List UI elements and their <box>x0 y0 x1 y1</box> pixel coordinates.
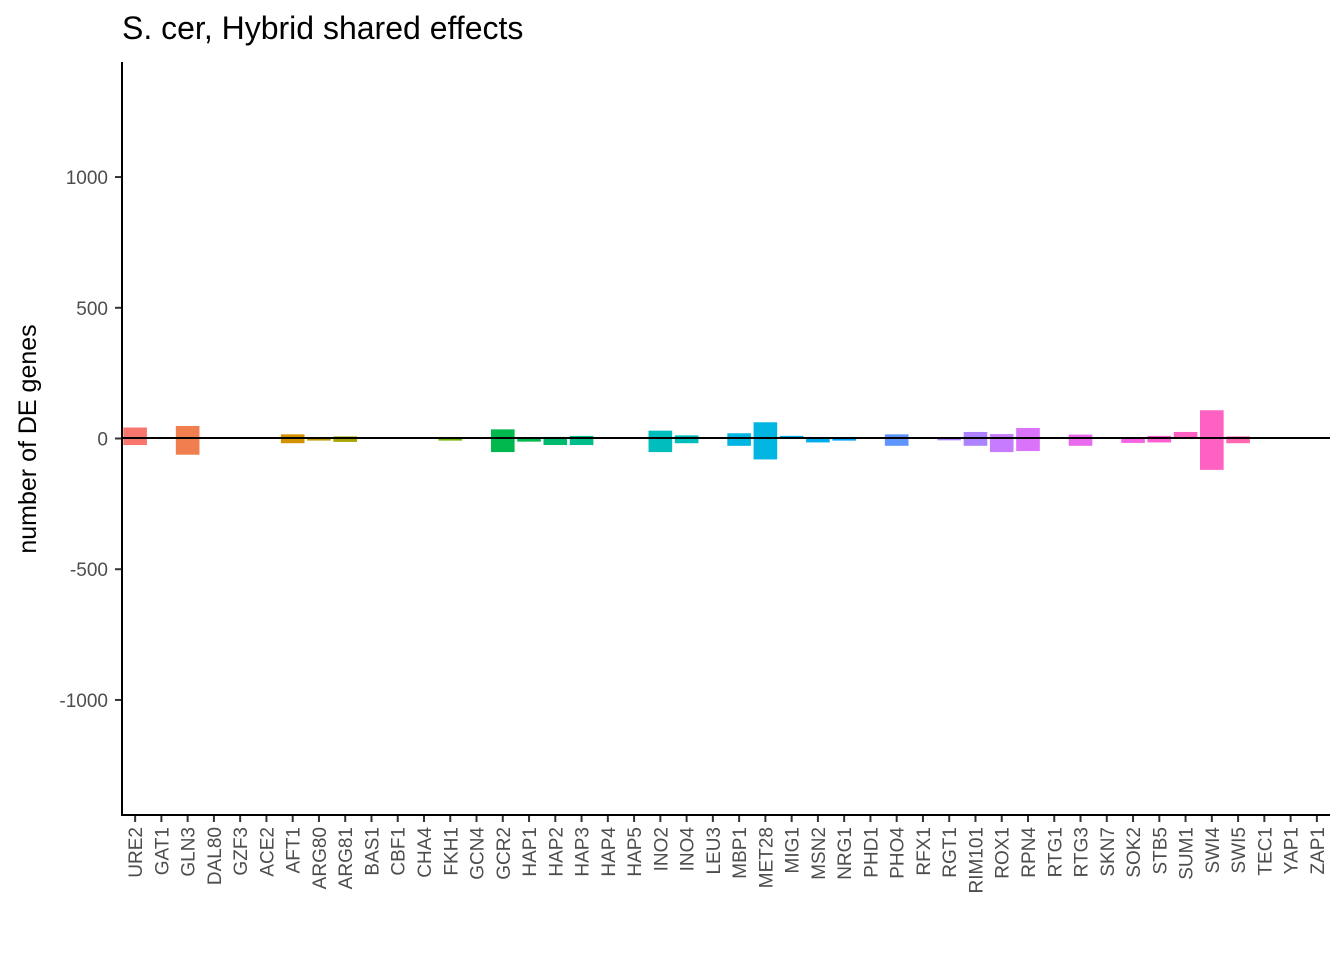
x-tick-label-stb5: STB5 <box>1150 827 1171 875</box>
bar-mbp1-up <box>727 433 751 439</box>
bar-gln3-up <box>175 425 200 439</box>
bar-rim101-down <box>963 438 988 446</box>
bar-arg80-down <box>307 438 331 441</box>
x-tick-label-nrg1: NRG1 <box>835 827 856 880</box>
bar-gcr2-down <box>490 438 515 453</box>
x-tick-label-gzf3: GZF3 <box>231 827 252 876</box>
x-tick-label-gcr2: GCR2 <box>494 827 515 880</box>
x-tick-label-arg80: ARG80 <box>310 827 331 889</box>
bar-rgt1-down <box>937 438 962 441</box>
bar-arg81-down <box>333 438 358 442</box>
x-tick-label-hap2: HAP2 <box>546 827 567 877</box>
bar-rtg3-up <box>1068 434 1093 439</box>
bar-hap2-down <box>543 438 568 446</box>
bar-hap3-down <box>569 438 594 446</box>
x-tick-label-sum1: SUM1 <box>1177 827 1198 880</box>
bar-aft1-up <box>280 434 305 439</box>
bar-ino4-up <box>674 435 699 439</box>
bar-met28-down <box>753 438 778 460</box>
y-axis-ticks: -1000 -500 0 500 1000 <box>59 168 122 712</box>
y-tick-label: 500 <box>76 299 108 320</box>
x-tick-label-ino2: INO2 <box>651 827 672 871</box>
bar-sum1-up <box>1173 431 1198 439</box>
bar-rpn4-down <box>1016 438 1040 452</box>
x-tick-label-swi5: SWI5 <box>1229 827 1250 873</box>
bar-pho4-up <box>884 434 909 439</box>
x-tick-label-tec1: TEC1 <box>1255 827 1276 876</box>
y-tick-label: 0 <box>97 430 108 451</box>
bar-met28-up <box>753 422 778 439</box>
bars-group <box>123 410 1250 470</box>
x-tick-label-bas1: BAS1 <box>362 827 383 876</box>
x-tick-label-leu3: LEU3 <box>704 827 725 875</box>
x-tick-label-gln3: GLN3 <box>179 827 200 877</box>
bar-ure2-up <box>123 427 147 439</box>
y-axis-label: number of DE genes <box>14 324 42 553</box>
x-tick-label-hap3: HAP3 <box>573 827 594 877</box>
x-tick-label-cbf1: CBF1 <box>389 827 410 876</box>
x-tick-label-gat1: GAT1 <box>152 827 173 875</box>
x-tick-label-gcn4: GCN4 <box>468 827 489 880</box>
bar-swi4-up <box>1200 410 1224 439</box>
x-tick-label-swi4: SWI4 <box>1203 827 1224 874</box>
x-tick-label-aft1: AFT1 <box>284 827 305 873</box>
bar-mbp1-down <box>727 438 751 446</box>
bar-ino2-up <box>648 430 673 439</box>
bar-aft1-down <box>280 438 305 444</box>
bar-rox1-down <box>989 438 1014 453</box>
x-tick-label-dal80: DAL80 <box>205 827 226 885</box>
bar-ino2-down <box>648 438 673 453</box>
y-tick-label: -500 <box>70 560 108 581</box>
x-tick-label-rim101: RIM101 <box>966 827 987 894</box>
x-tick-label-rtg3: RTG3 <box>1072 827 1093 877</box>
x-tick-label-msn2: MSN2 <box>809 827 830 880</box>
x-tick-label-ino4: INO4 <box>678 827 699 872</box>
x-axis-ticks: URE2 GAT1 GLN3 DAL80 GZF3 ACE2 AFT1 ARG80 ARG81 B… <box>126 815 1329 894</box>
y-tick-label: 1000 <box>66 168 108 189</box>
bar-ino4-down <box>674 438 699 444</box>
x-tick-label-hap4: HAP4 <box>599 827 620 877</box>
x-tick-label-cha4: CHA4 <box>415 827 436 878</box>
x-tick-label-fkh1: FKH1 <box>441 827 462 876</box>
x-tick-label-hap1: HAP1 <box>520 827 541 877</box>
chart-title: S. cer, Hybrid shared effects <box>122 10 523 46</box>
bar-rim101-up <box>963 431 988 439</box>
bar-msn2-down <box>806 438 830 443</box>
x-tick-label-met28: MET28 <box>756 827 777 888</box>
x-tick-label-mig1: MIG1 <box>783 827 804 873</box>
bar-rpn4-up <box>1016 428 1040 439</box>
x-tick-label-mbp1: MBP1 <box>730 827 751 879</box>
bar-ure2-down <box>123 438 147 446</box>
x-tick-label-ace2: ACE2 <box>257 827 278 877</box>
bar-fkh1-down <box>438 438 463 441</box>
y-tick-label: -1000 <box>59 691 108 712</box>
x-tick-label-rgt1: RGT1 <box>940 827 961 878</box>
x-tick-label-pho4: PHO4 <box>888 827 909 879</box>
x-tick-label-skn7: SKN7 <box>1098 827 1119 877</box>
bar-gln3-down <box>175 438 200 455</box>
bar-gcr2-up <box>490 429 515 439</box>
x-tick-label-yap1: YAP1 <box>1282 827 1303 874</box>
bar-rox1-up <box>989 434 1014 439</box>
bar-rtg3-down <box>1068 438 1093 446</box>
bar-swi5-down <box>1226 438 1250 444</box>
x-tick-label-zap1: ZAP1 <box>1308 827 1329 875</box>
x-tick-label-arg81: ARG81 <box>336 827 357 889</box>
bar-nrg1-down <box>832 438 856 441</box>
x-tick-label-phd1: PHD1 <box>861 827 882 878</box>
x-tick-label-sok2: SOK2 <box>1124 827 1145 878</box>
x-tick-label-ure2: URE2 <box>126 827 147 878</box>
bar-pho4-down <box>884 438 909 446</box>
bar-hap1-down <box>517 438 541 442</box>
bar-sok2-down <box>1121 438 1145 443</box>
x-tick-label-rpn4: RPN4 <box>1019 827 1040 878</box>
bar-stb5-down <box>1147 438 1172 443</box>
x-tick-label-hap5: HAP5 <box>625 827 646 877</box>
x-tick-label-rfx1: RFX1 <box>914 827 935 876</box>
x-tick-label-rtg1: RTG1 <box>1045 827 1066 877</box>
bar-swi4-down <box>1200 438 1224 470</box>
x-tick-label-rox1: ROX1 <box>993 827 1014 879</box>
